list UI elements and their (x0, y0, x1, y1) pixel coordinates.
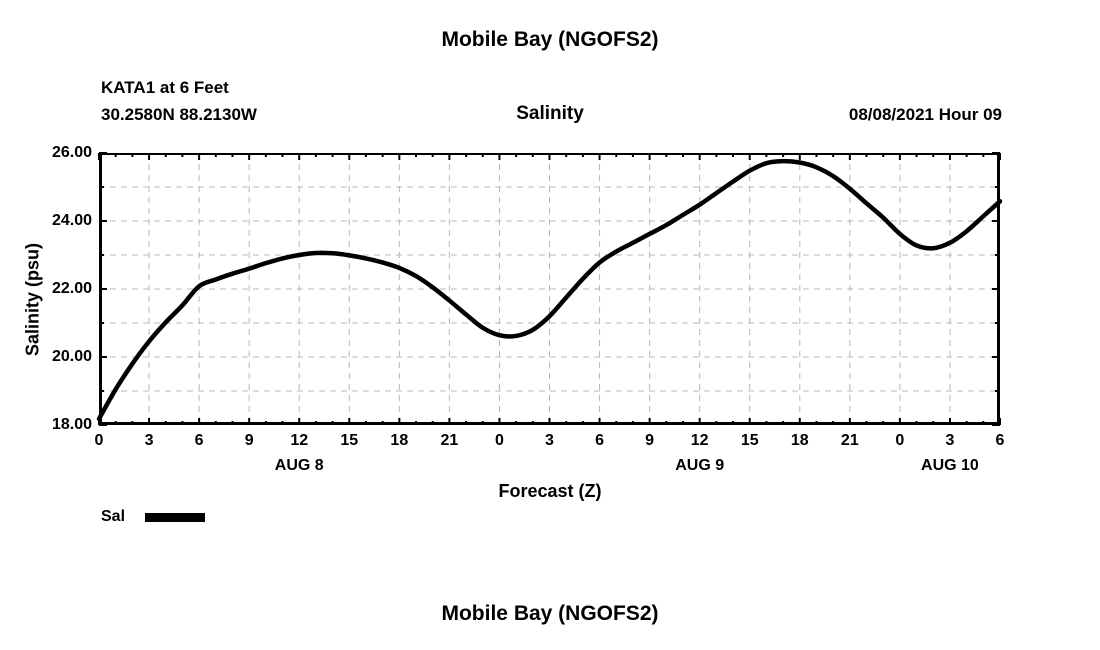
x-axis-day-label: AUG 10 (921, 457, 979, 474)
x-axis-tick-label: 9 (645, 432, 655, 449)
y-axis-tick-label: 20.00 (51, 348, 92, 365)
x-axis-tick-label: 6 (995, 432, 1005, 449)
x-axis-title: Forecast (Z) (498, 481, 602, 501)
x-axis-tick-label: 12 (290, 432, 309, 449)
x-axis-tick-label: 6 (595, 432, 604, 449)
station-name-label: KATA1 at 6 Feet (101, 78, 229, 97)
x-axis-tick-label: 3 (144, 432, 154, 449)
x-axis-tick-label: 6 (194, 432, 204, 449)
x-axis-tick-label: 0 (94, 432, 104, 449)
legend-label-sal: Sal (101, 508, 126, 525)
y-axis-tick-label: 26.00 (51, 144, 92, 161)
footer-title: Mobile Bay (NGOFS2) (441, 602, 659, 625)
series-line-sal (96, 158, 1003, 422)
y-axis-tick-label: 18.00 (51, 416, 92, 433)
variable-title: Salinity (516, 103, 584, 124)
legend-swatch-sal (145, 512, 206, 522)
x-axis-tick-label: 21 (840, 432, 859, 449)
plot-area (96, 152, 1003, 426)
x-axis-day-label: AUG 8 (274, 457, 324, 474)
y-axis-tick-label: 22.00 (51, 280, 92, 297)
x-axis-tick-label: 18 (390, 432, 409, 449)
page-title: Mobile Bay (NGOFS2) (441, 28, 659, 51)
legend: Sal (101, 508, 206, 526)
x-axis-tick-label: 21 (440, 432, 459, 449)
y-axis-title: Salinity (psu) (22, 243, 43, 357)
station-coordinates-label: 30.2580N 88.2130W (101, 105, 257, 124)
y-axis-tick-label: 24.00 (51, 212, 92, 229)
model-run-timestamp: 08/08/2021 Hour 09 (848, 105, 1002, 124)
x-axis-tick-label: 12 (690, 432, 709, 449)
x-axis-tick-label: 3 (545, 432, 554, 449)
x-axis-tick-label: 15 (740, 432, 759, 449)
x-axis-tick-label: 3 (945, 432, 955, 449)
x-axis-tick-label: 18 (790, 432, 809, 449)
x-axis-tick-label: 15 (340, 432, 359, 449)
x-axis-tick-label: 0 (494, 432, 504, 449)
x-axis-tick-label: 9 (244, 432, 254, 449)
x-axis-day-label: AUG 9 (675, 457, 725, 474)
plot-frame (99, 153, 1000, 425)
x-axis-tick-label: 0 (895, 432, 905, 449)
